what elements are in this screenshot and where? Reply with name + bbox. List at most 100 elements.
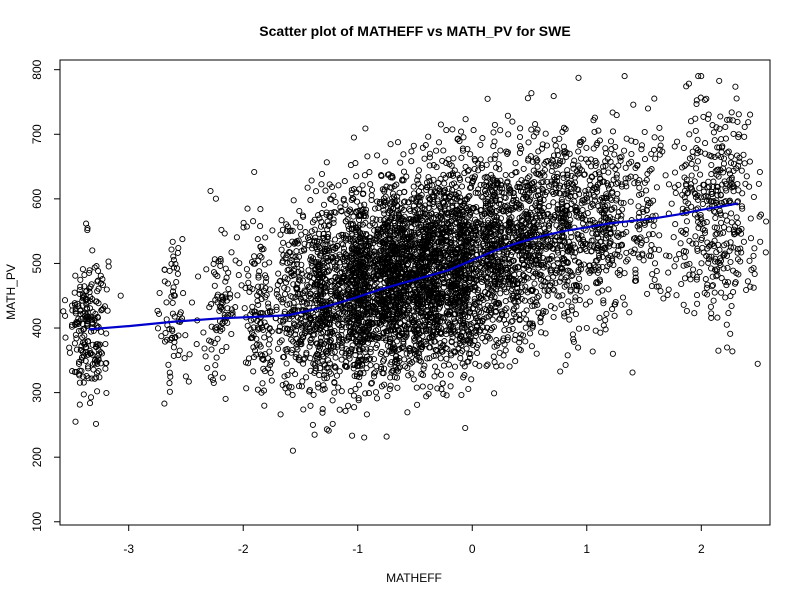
data-point xyxy=(359,243,366,250)
data-point xyxy=(117,292,124,299)
data-point xyxy=(89,308,96,315)
data-point xyxy=(330,216,337,223)
data-point xyxy=(249,285,256,293)
data-point xyxy=(68,321,76,328)
data-point xyxy=(258,389,265,396)
data-point xyxy=(382,158,389,165)
data-point xyxy=(291,240,298,247)
data-point xyxy=(320,260,327,267)
data-point xyxy=(328,343,335,350)
data-point xyxy=(316,230,323,237)
data-point xyxy=(223,274,230,281)
data-point xyxy=(93,374,100,381)
data-point xyxy=(330,258,337,265)
data-point xyxy=(413,384,420,391)
data-point xyxy=(504,112,511,119)
data-point xyxy=(308,228,315,235)
data-point xyxy=(212,325,219,332)
data-point xyxy=(243,385,250,392)
data-point xyxy=(283,360,290,367)
data-point xyxy=(280,252,287,259)
data-point xyxy=(299,277,306,284)
data-point xyxy=(283,348,290,355)
data-point xyxy=(306,343,313,350)
data-point xyxy=(276,339,283,346)
data-point xyxy=(517,347,524,354)
data-point xyxy=(281,291,289,298)
data-point xyxy=(274,287,281,294)
data-point xyxy=(295,303,302,310)
data-point xyxy=(298,266,305,274)
data-point xyxy=(516,133,524,141)
data-point xyxy=(169,310,176,317)
data-point xyxy=(273,290,280,298)
data-point xyxy=(290,197,297,204)
data-point xyxy=(66,349,73,356)
data-point xyxy=(203,266,210,273)
data-point xyxy=(99,281,107,289)
data-point xyxy=(387,382,394,389)
data-point xyxy=(228,249,235,256)
data-point xyxy=(245,279,252,286)
data-point xyxy=(309,421,316,428)
data-point xyxy=(497,290,504,297)
data-point xyxy=(368,196,375,204)
data-point xyxy=(415,180,422,187)
data-point xyxy=(483,362,490,369)
data-point xyxy=(78,347,85,354)
data-point xyxy=(212,195,219,202)
data-point xyxy=(353,173,360,180)
data-point xyxy=(76,401,83,408)
data-point xyxy=(447,383,454,390)
data-point xyxy=(335,384,342,391)
data-point xyxy=(332,209,339,216)
data-point xyxy=(91,375,98,382)
data-point xyxy=(337,204,344,211)
data-point xyxy=(311,292,318,299)
data-point xyxy=(250,324,257,331)
data-point xyxy=(258,254,265,261)
data-point xyxy=(269,227,276,234)
data-point xyxy=(256,341,263,348)
data-point xyxy=(320,257,327,264)
data-point xyxy=(458,391,465,399)
data-point xyxy=(497,127,504,134)
data-point xyxy=(321,275,328,282)
data-point xyxy=(88,375,95,382)
data-point xyxy=(95,300,102,307)
data-point xyxy=(380,356,388,363)
data-point xyxy=(458,154,465,161)
data-point xyxy=(81,341,88,348)
data-point xyxy=(161,266,168,273)
data-point xyxy=(371,221,378,228)
data-point xyxy=(304,282,311,289)
data-point xyxy=(308,177,315,184)
data-point xyxy=(288,349,295,356)
data-point xyxy=(82,297,90,304)
data-point xyxy=(256,268,263,275)
data-point xyxy=(81,332,88,339)
data-point xyxy=(288,336,295,343)
data-point xyxy=(457,355,464,362)
data-point xyxy=(266,348,273,355)
data-point xyxy=(336,368,343,375)
data-point xyxy=(483,161,490,168)
y-axis-label: MATH_PV xyxy=(4,264,18,320)
data-point xyxy=(316,300,324,307)
data-point xyxy=(265,331,272,338)
data-point xyxy=(289,447,296,454)
data-point xyxy=(310,391,317,398)
data-point xyxy=(168,334,176,341)
data-point xyxy=(69,307,76,314)
data-point xyxy=(232,257,239,264)
data-point xyxy=(404,409,411,416)
data-point xyxy=(292,239,299,246)
data-point xyxy=(266,286,273,293)
data-point xyxy=(262,234,269,241)
data-point xyxy=(174,270,181,277)
data-point xyxy=(83,288,90,295)
data-point xyxy=(325,230,332,238)
data-point xyxy=(75,327,82,335)
data-point xyxy=(345,225,352,233)
data-point xyxy=(292,371,299,378)
